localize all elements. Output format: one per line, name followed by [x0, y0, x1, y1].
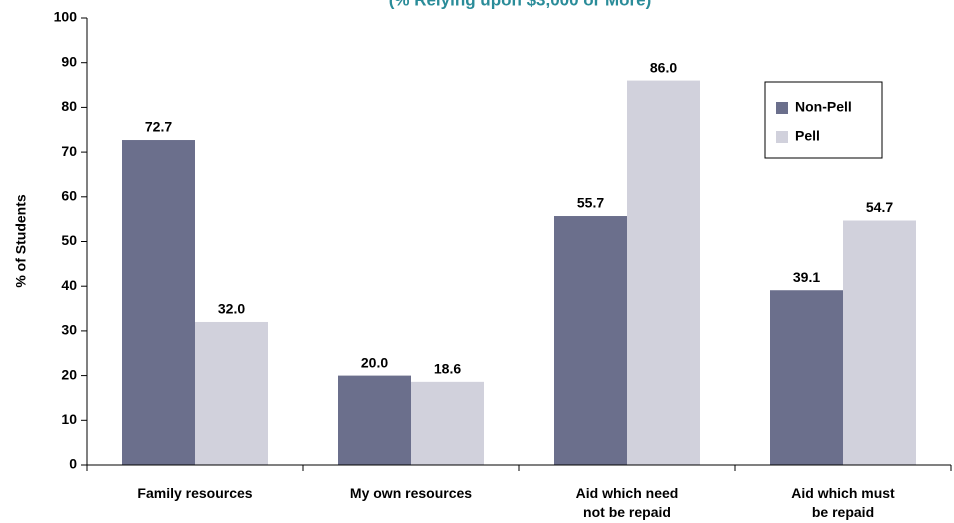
value-label: 18.6	[434, 361, 461, 377]
value-label: 55.7	[577, 195, 604, 211]
bar	[770, 290, 843, 465]
y-tick-label: 40	[61, 277, 77, 293]
x-tick-label: Aid which must be repaid	[791, 485, 895, 520]
y-tick-label: 10	[61, 411, 77, 427]
x-tick-label: Aid which need not be repaid	[576, 485, 679, 520]
y-axis-label: % of Students	[13, 194, 29, 288]
bar	[554, 216, 627, 465]
bar	[122, 140, 195, 465]
bar	[843, 220, 916, 465]
x-tick-label: My own resources	[350, 485, 472, 501]
y-tick-label: 50	[61, 232, 77, 248]
legend-swatch	[776, 102, 788, 114]
legend-swatch	[776, 131, 788, 143]
value-label: 86.0	[650, 59, 677, 75]
value-label: 54.7	[866, 199, 893, 215]
value-label: 39.1	[793, 269, 820, 285]
legend-label: Pell	[795, 128, 820, 144]
value-label: 72.7	[145, 119, 172, 135]
bar	[338, 375, 411, 465]
y-tick-label: 60	[61, 188, 77, 204]
y-tick-label: 30	[61, 322, 77, 338]
y-tick-label: 100	[54, 9, 78, 25]
bar	[627, 80, 700, 465]
x-tick-label: Family resources	[137, 485, 252, 501]
value-label: 32.0	[218, 301, 245, 317]
y-tick-label: 0	[69, 456, 77, 472]
value-label: 20.0	[361, 354, 388, 370]
legend-label: Non-Pell	[795, 99, 852, 115]
y-tick-label: 70	[61, 143, 77, 159]
y-tick-label: 90	[61, 53, 77, 69]
y-tick-label: 20	[61, 366, 77, 382]
chart-subtitle: (% Relying upon $3,000 or More)	[389, 0, 652, 9]
bar	[411, 381, 484, 465]
legend-box	[764, 81, 883, 159]
bar	[195, 321, 268, 465]
y-tick-label: 80	[61, 98, 77, 114]
